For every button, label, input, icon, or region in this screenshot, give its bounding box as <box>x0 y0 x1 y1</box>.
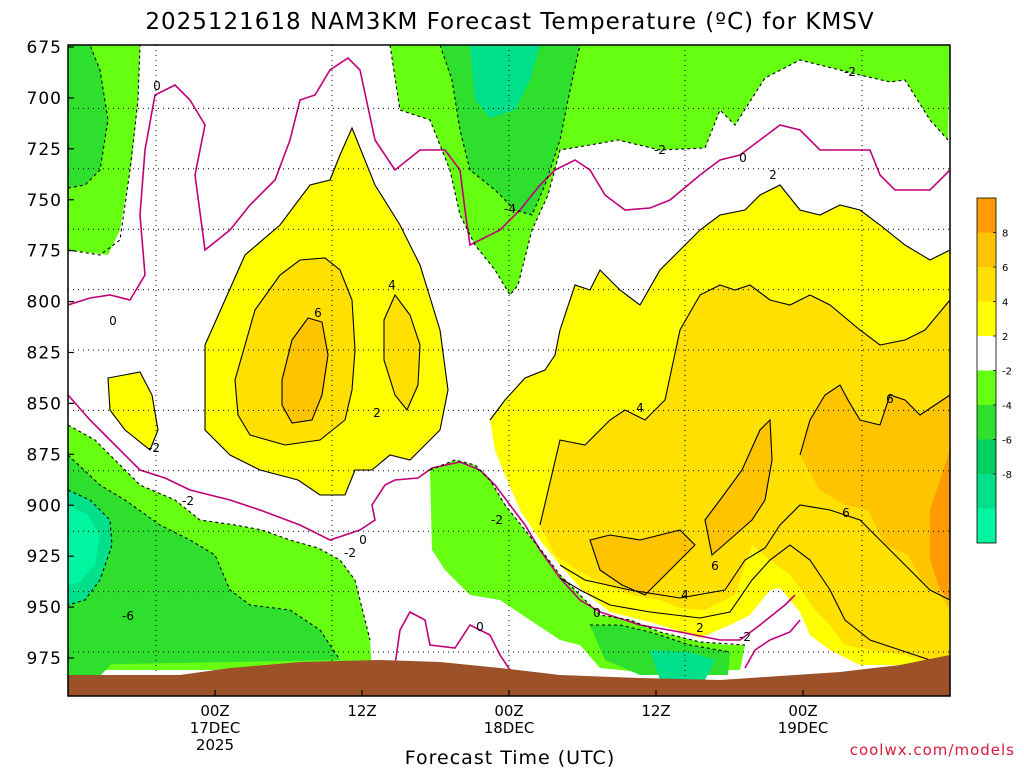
colorbar-swatch <box>977 474 996 509</box>
y-tick-label: 700 <box>27 89 62 109</box>
contour-label: 0 <box>739 151 747 165</box>
colorbar-tick-label: -8 <box>1002 470 1012 481</box>
warm-region-left-dome-side <box>384 295 420 410</box>
x-tick-label: 00Z <box>494 702 523 720</box>
y-axis: 675 700 725 750 775 800 825 850 875 900 925 950 975 <box>27 38 74 669</box>
cold-region-lower-middle <box>430 460 745 672</box>
contour-label: 0 <box>359 533 367 547</box>
grid-lines <box>68 45 950 696</box>
x-tick-label: 18DEC <box>484 719 535 737</box>
colorbar-swatch <box>977 267 996 302</box>
x-tick-label: 12Z <box>641 702 670 720</box>
warm-region-left-patch <box>108 372 158 450</box>
warm-region-right-hot <box>930 450 950 600</box>
contour-label: 0 <box>476 620 484 634</box>
y-tick-label: 725 <box>27 140 62 160</box>
contour-labels: 0 0 6 4 2 -2 -4 -2 0 2 4 6 6 4 2 -2 -6 -… <box>109 65 894 644</box>
contour-label: 0 <box>109 314 117 328</box>
x-tick-label: 00Z <box>200 702 229 720</box>
y-tick-label: 975 <box>27 649 62 669</box>
colorbar-swatch <box>977 439 996 474</box>
contour-label: -2 <box>654 143 666 157</box>
colorbar-swatch <box>977 370 996 405</box>
colorbar-swatch <box>977 232 996 267</box>
colorbar-tick-label: 8 <box>1002 229 1008 240</box>
colorbar-tick-label: 4 <box>1002 298 1008 309</box>
contour-label: 4 <box>636 401 644 415</box>
contour-label: 2 <box>373 406 381 420</box>
contour-label: 4 <box>388 278 396 292</box>
contour-label: -2 <box>344 546 356 560</box>
warm-region-left-dome-max <box>282 318 328 423</box>
colorbar-swatch <box>977 508 996 543</box>
y-tick-label: 800 <box>27 293 62 313</box>
colorbar: 8 6 4 2 -2 -4 -6 -8 <box>976 197 1012 544</box>
contour-label: -6 <box>122 609 134 623</box>
contour-label: -2 <box>844 65 856 79</box>
cold-region-lower-middle-inner <box>650 650 715 680</box>
colorbar-tick-label: 6 <box>1002 263 1008 274</box>
colorbar-swatch <box>977 301 996 336</box>
contour-label: -2 <box>739 630 751 644</box>
y-tick-label: 950 <box>27 598 62 618</box>
y-tick-label: 825 <box>27 344 62 364</box>
plot-area: 0 0 6 4 2 -2 -4 -2 0 2 4 6 6 4 2 -2 -6 -… <box>68 45 950 696</box>
credit-text: coolwx.com/models <box>850 741 1015 759</box>
cold-region-bottom-left <box>68 645 115 676</box>
warm-region-right-max-b <box>705 420 772 555</box>
y-tick-label: 850 <box>27 394 62 414</box>
contour-label: 6 <box>886 392 894 406</box>
contour-label: 4 <box>681 588 689 602</box>
cold-region-lower-left-core <box>68 455 340 665</box>
chart-title: 2025121618 NAM3KM Forecast Temperature (… <box>145 9 874 35</box>
cold-region-upper-left-core <box>68 45 108 188</box>
contour-label: 6 <box>314 306 322 320</box>
contour-label: -4 <box>504 202 516 216</box>
warm-region-right-max-a <box>590 530 695 595</box>
y-tick-label: 675 <box>27 38 62 58</box>
contour-label: -2 <box>182 494 194 508</box>
contour-label: 2 <box>696 621 704 635</box>
colorbar-tick-label: -2 <box>1002 367 1012 378</box>
colorbar-swatch <box>977 405 996 440</box>
contour-label: 6 <box>711 559 719 573</box>
x-tick-label: 17DEC <box>190 719 241 737</box>
colorbar-tick-label: 2 <box>1002 332 1008 343</box>
contour-label: 6 <box>842 506 850 520</box>
contour-label: 0 <box>153 79 161 93</box>
zero-degree-isotherms <box>68 56 950 671</box>
negative-isotherms <box>68 45 949 661</box>
x-tick-label: 12Z <box>347 702 376 720</box>
cold-region-lower-left-coldest <box>68 505 100 585</box>
x-tick-label: 19DEC <box>778 719 829 737</box>
y-tick-label: 750 <box>27 191 62 211</box>
cold-region-upper-middle-inner <box>470 45 540 118</box>
x-axis-label: Forecast Time (UTC) <box>405 747 615 768</box>
x-tick-label: 2025 <box>196 736 234 754</box>
colorbar-tick-label: -6 <box>1002 436 1012 447</box>
contour-label: 2 <box>769 168 777 182</box>
terrain-surface <box>68 655 950 696</box>
y-tick-label: 775 <box>27 242 62 262</box>
x-tick-label: 00Z <box>788 702 817 720</box>
contour-label: -2 <box>148 441 160 455</box>
colorbar-tick-label: -4 <box>1002 401 1012 412</box>
warm-region-right-max-c <box>800 385 950 610</box>
colorbar-swatch <box>977 198 996 233</box>
y-tick-label: 900 <box>27 496 62 516</box>
contour-label: -2 <box>491 513 503 527</box>
contour-label: 0 <box>593 606 601 620</box>
colorbar-swatch <box>977 336 996 371</box>
y-tick-label: 925 <box>27 547 62 567</box>
y-tick-label: 875 <box>27 445 62 465</box>
